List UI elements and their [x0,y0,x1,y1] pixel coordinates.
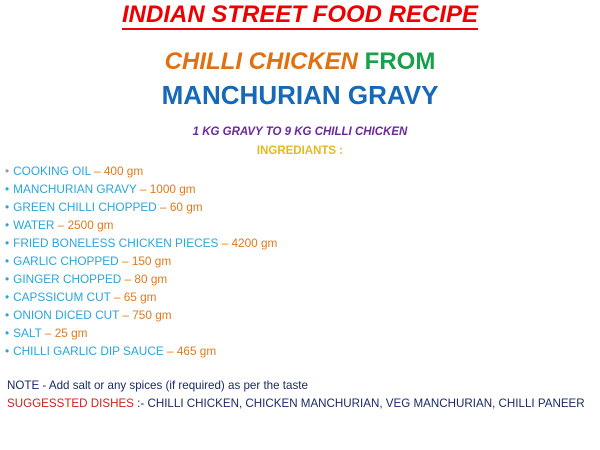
bullet-icon: • [5,200,10,214]
ingredient-qty: – 65 gm [110,290,157,304]
ingredient-item: • FRIED BONELESS CHICKEN PIECES – 4200 gm [5,234,277,252]
ingredient-name: GARLIC CHOPPED [13,254,119,268]
bullet-icon: • [5,164,10,178]
bullet-icon: • [5,344,10,358]
ingredient-qty: – 150 gm [118,254,172,268]
bullet-icon: • [5,236,10,250]
ingredient-qty: – 80 gm [121,272,168,286]
suggested-label: SUGGESSTED DISHES [7,397,134,410]
ingredient-qty-value: 150 gm [131,254,172,268]
ingredient-item: • GINGER CHOPPED – 80 gm [5,270,277,288]
ingredient-name: WATER [13,218,55,232]
ingredient-qty-value: 2500 gm [67,218,114,232]
suggested-text: :- CHILLI CHICKEN, CHICKEN MANCHURIAN, V… [137,397,585,410]
ingredient-item: • ONION DICED CUT – 750 gm [5,306,277,324]
heading-part2: FROM [364,48,436,75]
ingredient-qty: – 4200 gm [218,236,278,250]
ingredient-name: ONION DICED CUT [13,308,120,322]
ingredient-name: CHILLI GARLIC DIP SAUCE [13,344,164,358]
ingredient-qty-value: 400 gm [103,164,144,178]
ingredient-qty-value: 750 gm [132,308,172,322]
bullet-icon: • [5,290,10,304]
ingredient-item: • GREEN CHILLI CHOPPED – 60 gm [5,198,277,216]
ingredient-item: • WATER – 2500 gm [5,216,277,234]
ingredient-name: MANCHURIAN GRAVY [13,182,137,196]
bullet-icon: • [5,326,10,340]
ingredient-qty-value: 80 gm [134,272,168,286]
ingredient-name: GINGER CHOPPED [13,272,122,286]
ingredient-qty: – 750 gm [119,308,172,322]
heading-part1: CHILLI CHICKEN [164,48,358,75]
ingredient-name: CAPSSICUM CUT [13,290,111,304]
ingredients-label: INGREDIANTS : [256,145,344,157]
ingredient-qty: – 465 gm [163,344,217,358]
suggested-dishes: SUGGESSTED DISHES :- CHILLI CHICKEN, CHI… [7,396,587,412]
ingredient-name: COOKING OIL [13,164,91,178]
ingredient-item: • MANCHURIAN GRAVY – 1000 gm [5,180,277,198]
bullet-icon: • [5,308,10,322]
ingredient-item: • SALT – 25 gm [5,324,277,342]
heading-line-1: CHILLI CHICKEN FROM [0,48,600,76]
ingredient-list: • COOKING OIL – 400 gm • MANCHURIAN GRAVY –… [5,162,277,360]
ingredient-name: SALT [13,326,42,340]
bullet-icon: • [5,254,10,268]
ingredient-qty: – 2500 gm [54,218,114,232]
bullet-icon: • [5,218,10,232]
ingredient-item: • GARLIC CHOPPED – 150 gm [5,252,277,270]
ingredient-qty: – 1000 gm [136,182,196,196]
ingredient-name: FRIED BONELESS CHICKEN PIECES [13,236,219,250]
ingredient-qty-value: 1000 gm [149,182,196,196]
ingredient-qty-value: 465 gm [176,344,217,358]
ingredient-qty: – 25 gm [41,326,88,340]
ingredient-name: GREEN CHILLI CHOPPED [13,200,157,214]
title: INDIAN STREET FOOD RECIPE [0,1,600,30]
ingredient-qty-value: 65 gm [123,290,157,304]
ingredient-item: • CAPSSICUM CUT – 65 gm [5,288,277,306]
ingredient-qty-value: 4200 gm [231,236,278,250]
ingredient-qty: – 60 gm [156,200,203,214]
bullet-icon: • [5,272,10,286]
ingredient-item: • COOKING OIL – 400 gm [5,162,277,180]
subtitle: 1 KG GRAVY TO 9 KG CHILLI CHICKEN [192,126,408,138]
note: NOTE - Add salt or any spices (if requir… [7,379,308,392]
ingredient-qty-value: 60 gm [169,200,203,214]
title-text: INDIAN STREET FOOD RECIPE [121,1,479,30]
ingredient-item: • CHILLI GARLIC DIP SAUCE – 465 gm [5,342,277,360]
bullet-icon: • [5,182,10,196]
heading-line-2: MANCHURIAN GRAVY [161,80,439,110]
ingredient-qty: – 400 gm [90,164,144,178]
ingredient-qty-value: 25 gm [54,326,88,340]
